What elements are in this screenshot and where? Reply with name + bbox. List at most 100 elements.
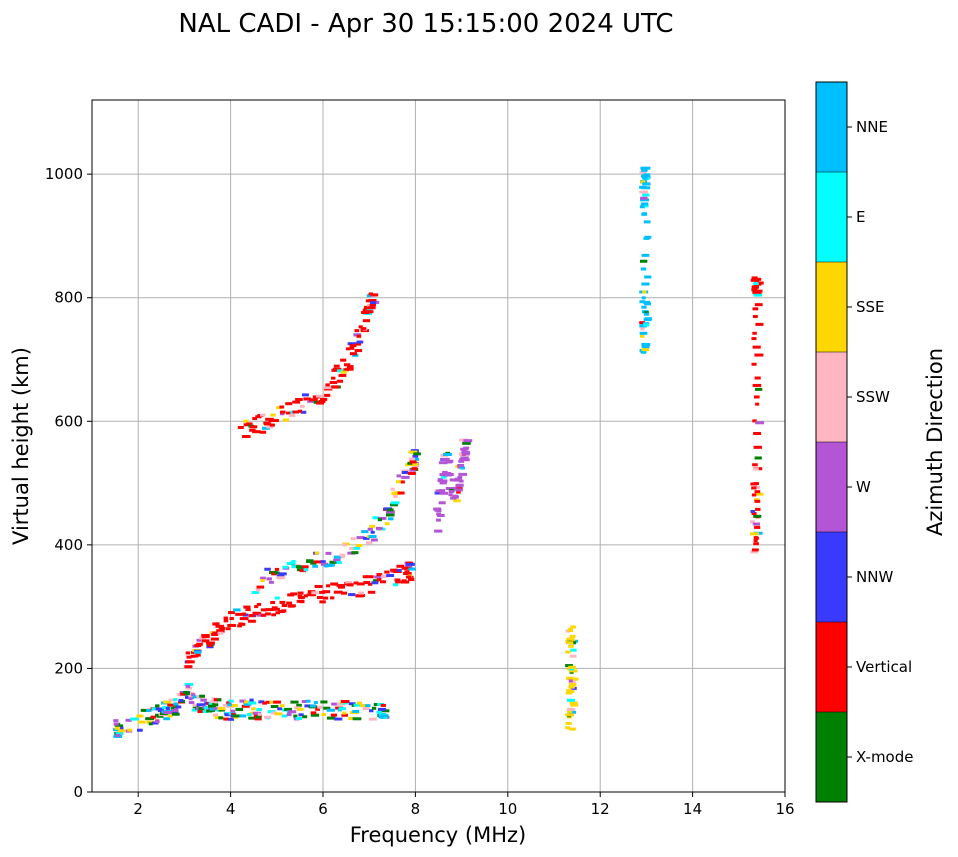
echo-mark [246, 422, 253, 426]
echo-mark [375, 526, 383, 530]
echo-mark [297, 409, 303, 413]
x-tick-label: 14 [683, 800, 702, 818]
echo-mark [250, 425, 258, 429]
echo-mark [205, 641, 215, 645]
echo-mark [196, 703, 206, 707]
echo-mark [319, 600, 326, 604]
echo-mark [643, 220, 651, 224]
echo-mark [754, 536, 759, 540]
series-6 [639, 166, 652, 354]
echo-mark [342, 711, 347, 715]
echo-mark [750, 550, 758, 554]
echo-mark [167, 714, 173, 718]
echo-mark [170, 706, 177, 710]
echo-mark [211, 633, 219, 637]
echo-mark [191, 708, 201, 712]
echo-mark [436, 518, 441, 522]
echo-mark [256, 602, 262, 606]
echo-mark [280, 410, 286, 414]
echo-mark [362, 575, 368, 579]
echo-mark [459, 458, 464, 462]
echo-mark [274, 712, 283, 716]
echo-mark [266, 425, 274, 429]
echo-mark [312, 564, 318, 568]
x-axis-ticks: 2 4 6 8 10 12 14 16 [133, 792, 795, 818]
echo-mark [156, 714, 164, 718]
echo-mark [752, 383, 762, 387]
echo-mark [442, 479, 448, 483]
series-0 [112, 682, 390, 738]
echo-mark [640, 196, 648, 200]
echo-mark [208, 701, 214, 705]
echo-mark [185, 686, 193, 690]
echo-mark [286, 411, 291, 415]
echo-mark [340, 555, 345, 559]
echo-mark [315, 394, 325, 398]
echo-mark [568, 669, 578, 673]
echo-mark [354, 329, 360, 333]
echo-mark [413, 457, 420, 461]
echo-mark [752, 315, 758, 319]
echo-mark [752, 345, 761, 349]
echo-mark [282, 565, 289, 569]
echo-mark [351, 551, 359, 555]
colorbar-label: X-mode [856, 748, 913, 766]
echo-mark [362, 308, 370, 312]
echo-mark [228, 699, 234, 703]
echo-mark [374, 575, 383, 579]
colorbar-segment [816, 82, 847, 172]
echo-mark [302, 565, 309, 569]
echo-mark [184, 682, 194, 686]
echo-mark [217, 698, 222, 702]
echo-mark [274, 571, 280, 575]
echo-mark [259, 430, 267, 434]
echo-mark [237, 624, 243, 628]
echo-mark [255, 612, 262, 616]
echo-mark [241, 612, 247, 616]
echo-mark [458, 459, 465, 463]
echo-mark [445, 460, 453, 464]
echo-mark [377, 518, 382, 522]
echo-mark [330, 713, 337, 717]
colorbar-segment [816, 532, 847, 622]
echo-mark [251, 590, 260, 594]
echo-mark [387, 517, 394, 521]
echo-mark [330, 596, 335, 600]
echo-mark [753, 293, 763, 297]
echo-mark [368, 535, 377, 539]
series-2 [251, 449, 421, 594]
echo-mark [454, 477, 462, 481]
echo-mark [216, 629, 225, 633]
echo-mark [272, 419, 279, 423]
echo-mark [357, 593, 366, 597]
echo-mark [299, 404, 305, 408]
echo-mark [276, 574, 285, 578]
echo-mark [406, 562, 415, 566]
echo-mark [442, 453, 452, 457]
echo-mark [358, 591, 364, 595]
echo-mark [184, 665, 193, 669]
echo-mark [755, 421, 765, 425]
echo-mark [439, 481, 447, 485]
echo-mark [434, 491, 443, 495]
echo-mark [281, 609, 287, 613]
echo-mark [248, 614, 255, 618]
echo-mark [441, 475, 447, 479]
echo-mark [296, 703, 302, 707]
echo-mark [392, 583, 399, 587]
echo-mark [114, 724, 124, 728]
echo-mark [214, 622, 220, 626]
echo-mark [640, 174, 648, 178]
echo-mark [316, 595, 323, 599]
echo-mark [326, 716, 336, 720]
echo-mark [213, 707, 222, 711]
echo-mark [751, 276, 758, 280]
echo-mark [397, 568, 402, 572]
echo-mark [640, 166, 648, 170]
echo-mark [752, 522, 760, 526]
echo-mark [380, 580, 387, 584]
echo-mark [334, 717, 343, 721]
echo-mark [330, 582, 339, 586]
echo-mark [347, 342, 357, 346]
